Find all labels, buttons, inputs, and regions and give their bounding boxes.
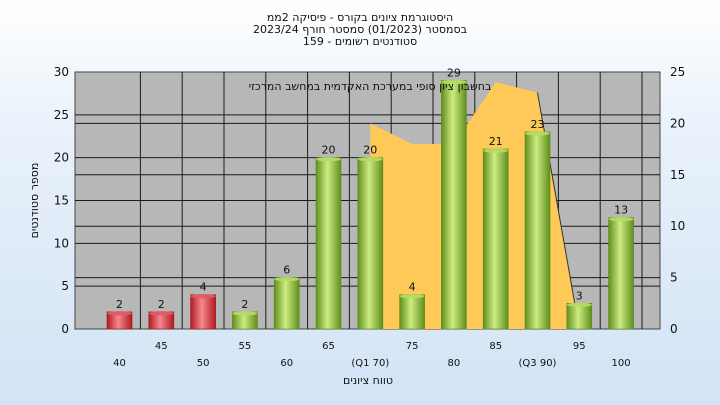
y-axis-right-ticks: 0 5 10 15 20 25 [670,65,685,336]
bars [106,79,634,330]
x-tick-label: 100 [612,358,631,369]
bar [399,294,425,330]
y-left-tick-label: 30 [54,65,69,79]
bar-value-label: 2 [241,298,248,311]
bar-value-label: 29 [447,67,461,80]
bar [482,148,509,330]
x-tick-label: (Q3 90) [519,358,557,369]
x-tick-label: 65 [322,341,335,352]
x-tick-label: 80 [448,358,461,369]
bar-cap [608,216,634,222]
x-tick-label: 45 [155,341,168,352]
y-axis-label: מספר סטודנטים [28,163,41,239]
bar-cap [274,276,300,282]
bar-value-label: 2 [116,298,123,311]
title-line: סטודנטים רשומים - 159 [303,35,417,48]
x-tick-label: 50 [197,358,210,369]
bar-value-label: 13 [614,204,628,217]
y-right-tick-label: 20 [670,116,685,130]
bar-cap [399,294,425,299]
x-tick-label: (Q1 70) [351,358,389,369]
y-left-tick-label: 25 [54,108,69,122]
bar [441,80,467,330]
y-right-tick-label: 0 [670,322,678,336]
x-tick-label: 85 [489,341,502,352]
y-left-tick-label: 10 [54,236,69,250]
bar-value-label: 20 [363,144,377,157]
bar [608,217,634,330]
bar-cap [190,294,216,299]
x-tick-label: 60 [280,358,293,369]
bar [524,131,551,330]
bar [190,294,216,330]
bar-cap [483,148,509,153]
title-line: בסמסטר (01/2023) סמסטר חורף 2023/24 [253,23,467,36]
bar-value-label: 3 [576,289,583,302]
bar [315,157,342,330]
bar-value-label: 21 [489,135,503,148]
bar-cap [232,311,258,316]
bar-cap [525,131,550,136]
bar-cap [441,79,467,85]
x-tick-label: 75 [406,341,419,352]
bar-cap [357,156,383,162]
y-left-tick-label: 15 [54,194,69,208]
y-right-tick-label: 10 [670,219,685,233]
y-left-tick-label: 5 [61,279,69,293]
y-left-tick-label: 0 [61,322,69,336]
y-right-tick-label: 15 [670,168,685,182]
x-tick-label: 40 [113,358,126,369]
chart-title: היסטוגרמת ציונים בקורס - פיסיקה 2ממבסמסט… [253,11,467,48]
x-axis-ticks: 40 45 50 55 60 65 (Q1 70) 75 80 85 (Q3 90) 95 100 [113,341,631,369]
bar-cap [107,311,132,316]
y-right-tick-label: 5 [670,271,678,285]
chart-annotation: בחשבון ציון סופי במערכת האקדמית במחשב המ… [249,80,492,93]
bar-value-label: 2 [158,298,165,311]
bar-cap [566,302,592,307]
title-line: היסטוגרמת ציונים בקורס - פיסיקה 2ממ [267,11,453,24]
bar [357,157,384,330]
x-tick-label: 95 [573,341,586,352]
bar-value-label: 23 [531,118,545,131]
bar-value-labels: 2 2 4 2 6 20 20 4 29 21 23 3 13 [116,67,628,311]
x-axis-label: טווח ציונים [343,374,393,387]
x-tick-label: 55 [239,341,252,352]
bar-cap [148,311,174,316]
y-right-tick-label: 25 [670,65,685,79]
bar-cap [316,156,341,162]
bar-value-label: 4 [409,281,416,294]
y-left-tick-label: 20 [54,151,69,165]
y-axis-left-ticks: 0 5 10 15 20 25 30 [54,65,69,336]
bar-value-label: 4 [200,281,207,294]
bar [273,277,300,330]
bar-value-label: 6 [283,264,290,277]
bar-value-label: 20 [322,144,336,157]
bar [566,302,593,330]
